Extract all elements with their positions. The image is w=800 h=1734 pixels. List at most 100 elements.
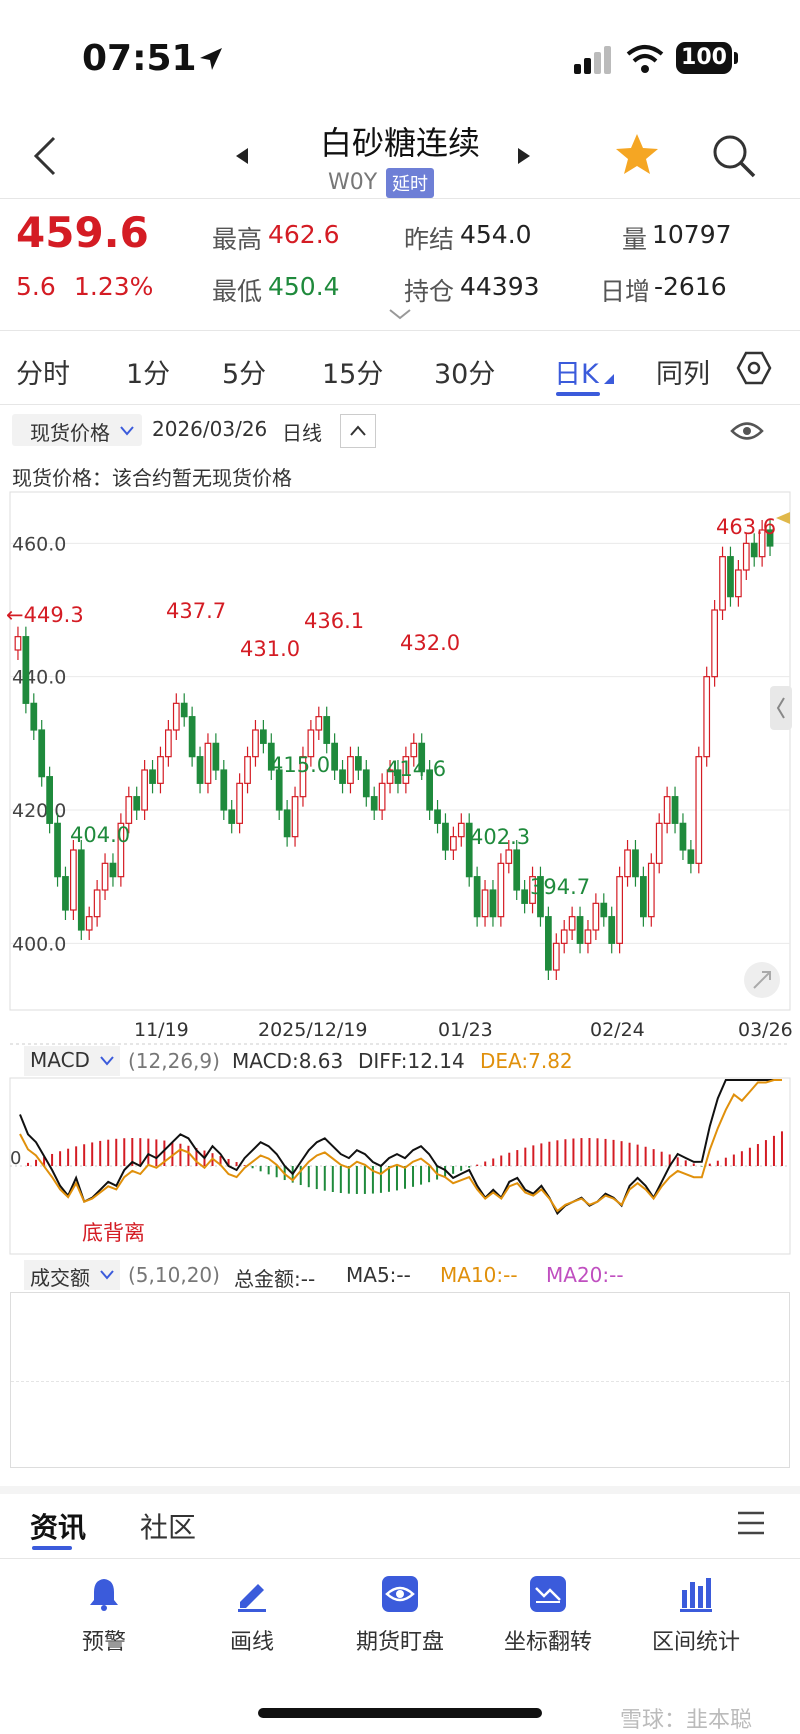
daily-change-value: -2616 xyxy=(654,272,727,301)
candle xyxy=(576,916,584,944)
expand-chevron-icon[interactable] xyxy=(388,308,412,322)
eye-toggle-icon[interactable] xyxy=(730,418,764,444)
x-tick-label: 11/19 xyxy=(134,1019,189,1041)
candle xyxy=(196,756,204,784)
candle xyxy=(180,702,188,718)
flip-icon xyxy=(530,1576,566,1612)
chart-annotation: 402.3 xyxy=(470,825,530,849)
candle xyxy=(323,716,331,744)
nav-stats[interactable]: 区间统计 xyxy=(626,1576,766,1656)
chart-annotation: 432.0 xyxy=(400,631,460,655)
back-icon[interactable] xyxy=(30,134,60,178)
candle xyxy=(188,716,196,758)
candle xyxy=(647,862,655,918)
x-tick-label: 2025/12/19 xyxy=(258,1019,368,1041)
candle xyxy=(735,569,742,598)
location-arrow-icon xyxy=(200,48,222,70)
candle xyxy=(46,776,53,824)
candle xyxy=(101,862,109,891)
tab-same-column[interactable]: 同列 xyxy=(656,359,710,390)
candle xyxy=(370,796,378,811)
signal-icon xyxy=(574,46,611,74)
candle xyxy=(632,849,639,878)
candle xyxy=(426,769,433,811)
candle xyxy=(204,742,212,784)
candle xyxy=(386,769,394,784)
y-tick-label: 400.0 xyxy=(12,933,66,955)
candle xyxy=(521,889,528,904)
candle xyxy=(592,902,600,931)
current-price-marker: ←449.3 xyxy=(6,603,84,627)
open-interest-value: 44393 xyxy=(460,272,540,301)
candle xyxy=(291,796,299,838)
candle xyxy=(38,729,46,778)
nav-alert[interactable]: 预警 xyxy=(34,1576,174,1656)
settings-hex-icon[interactable] xyxy=(736,350,772,386)
tab-15min[interactable]: 15分 xyxy=(322,359,384,390)
nav-watch[interactable]: 期货盯盘 xyxy=(330,1576,470,1656)
nav-draw[interactable]: 画线 xyxy=(182,1576,322,1656)
home-indicator xyxy=(258,1708,542,1718)
y-tick-label: 420.0 xyxy=(12,800,66,822)
candle xyxy=(133,796,141,811)
delay-badge: 延时 xyxy=(386,168,434,198)
chart-date: 2026/03/26 xyxy=(152,417,268,441)
candle xyxy=(157,756,164,784)
tab-underline xyxy=(556,392,600,396)
low-value: 450.4 xyxy=(268,272,340,301)
volume-selector[interactable]: 成交额 xyxy=(24,1260,120,1290)
candle xyxy=(54,822,61,878)
next-contract-icon[interactable] xyxy=(516,148,530,164)
candle xyxy=(410,742,418,758)
candle xyxy=(766,529,774,547)
macd-chart: 0 底背离 xyxy=(9,1077,791,1255)
tab-30min[interactable]: 30分 xyxy=(434,359,496,390)
prev-contract-icon[interactable] xyxy=(236,148,250,164)
candle xyxy=(117,822,125,878)
candle xyxy=(663,796,671,824)
candle xyxy=(719,556,726,611)
chart-period: 日线 xyxy=(282,421,322,445)
indicator-selector[interactable]: 现货价格 xyxy=(12,414,142,446)
macd-selector[interactable]: MACD xyxy=(24,1046,120,1076)
candle xyxy=(85,916,93,931)
y-tick-label: 440.0 xyxy=(12,667,66,689)
candle xyxy=(299,756,307,798)
favorite-star-icon[interactable] xyxy=(614,132,660,176)
candle xyxy=(624,849,631,878)
nav-flip[interactable]: 坐标翻转 xyxy=(478,1576,618,1656)
candlestick-chart[interactable]: 460.0 440.0 420.0 400.0 463.6 437.7 431.0436.1… xyxy=(0,490,800,1050)
high-value: 462.6 xyxy=(268,220,340,249)
candle xyxy=(489,889,497,918)
prev-settle-label: 昨结 xyxy=(404,225,455,254)
candle xyxy=(679,822,687,851)
search-icon[interactable] xyxy=(710,132,758,180)
last-price: 459.6 xyxy=(16,208,149,257)
candle xyxy=(742,542,750,571)
candle xyxy=(568,916,576,931)
tab-news[interactable]: 资讯 xyxy=(30,1511,87,1544)
candle xyxy=(640,876,647,918)
chevron-up-icon xyxy=(350,425,366,436)
macd-params: (12,26,9) xyxy=(128,1049,220,1073)
tab-community[interactable]: 社区 xyxy=(140,1511,197,1544)
chart-annotation: 431.0 xyxy=(240,637,300,661)
candle xyxy=(228,809,236,824)
candle xyxy=(434,809,441,824)
chart-annotation: 436.1 xyxy=(304,609,364,633)
candle xyxy=(70,849,77,911)
candle xyxy=(141,769,148,811)
candle xyxy=(497,862,505,918)
tab-daily-k[interactable]: 日K xyxy=(554,359,599,390)
candle xyxy=(727,556,734,598)
candle xyxy=(355,756,362,771)
tab-1min[interactable]: 1分 xyxy=(126,359,171,390)
nav-stats-label: 区间统计 xyxy=(651,1630,740,1655)
dea-value: DEA:7.82 xyxy=(480,1049,573,1073)
tab-timeshare[interactable]: 分时 xyxy=(16,359,70,390)
tab-5min[interactable]: 5分 xyxy=(222,359,267,390)
collapse-button[interactable] xyxy=(340,414,376,448)
menu-icon[interactable] xyxy=(736,1510,766,1536)
news-tab-underline xyxy=(32,1546,72,1550)
candle xyxy=(418,742,426,771)
